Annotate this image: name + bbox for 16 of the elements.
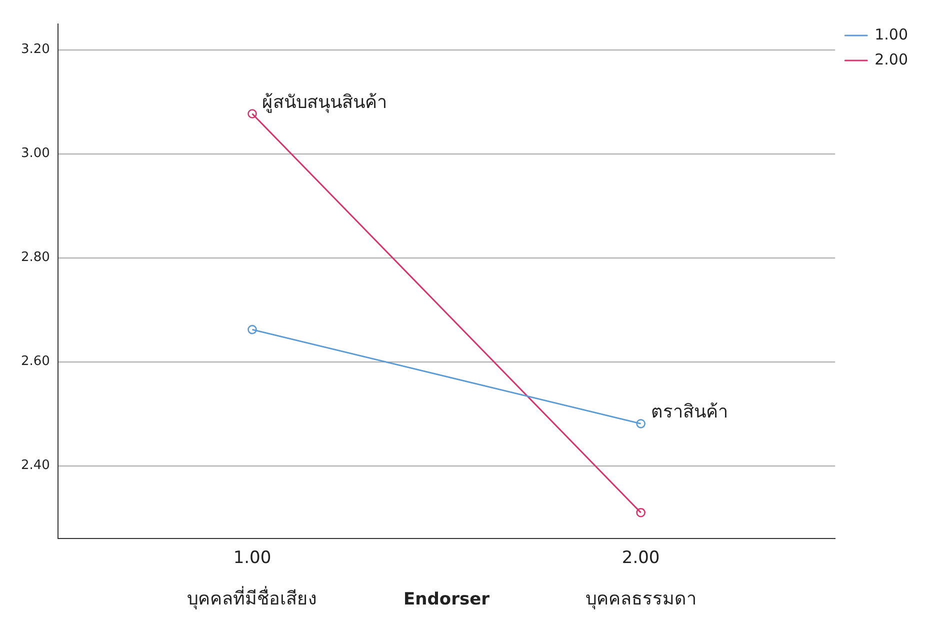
- x-axis-title: Endorser: [404, 590, 490, 610]
- legend-label: 1.00: [874, 25, 908, 44]
- y-tick-label: 3.00: [20, 146, 50, 162]
- y-tick-label: 3.20: [20, 42, 50, 58]
- legend-label: 2.00: [874, 50, 908, 68]
- point: [636, 508, 646, 518]
- point: [636, 419, 646, 428]
- point: [248, 324, 257, 334]
- y-tick-label: 2.60: [20, 354, 50, 370]
- text: บุคคลธรรมดา: [585, 588, 696, 610]
- y-tick-label: 2.80: [20, 250, 50, 266]
- text: บุคคลที่มีชื่อเสียง: [187, 586, 318, 610]
- point: [248, 109, 257, 118]
- annotation: ผู้สนับสนุนสินค้า: [262, 92, 388, 113]
- annotation: ตราสินค้า: [650, 402, 728, 423]
- y-tick-label: 2.40: [20, 458, 50, 474]
